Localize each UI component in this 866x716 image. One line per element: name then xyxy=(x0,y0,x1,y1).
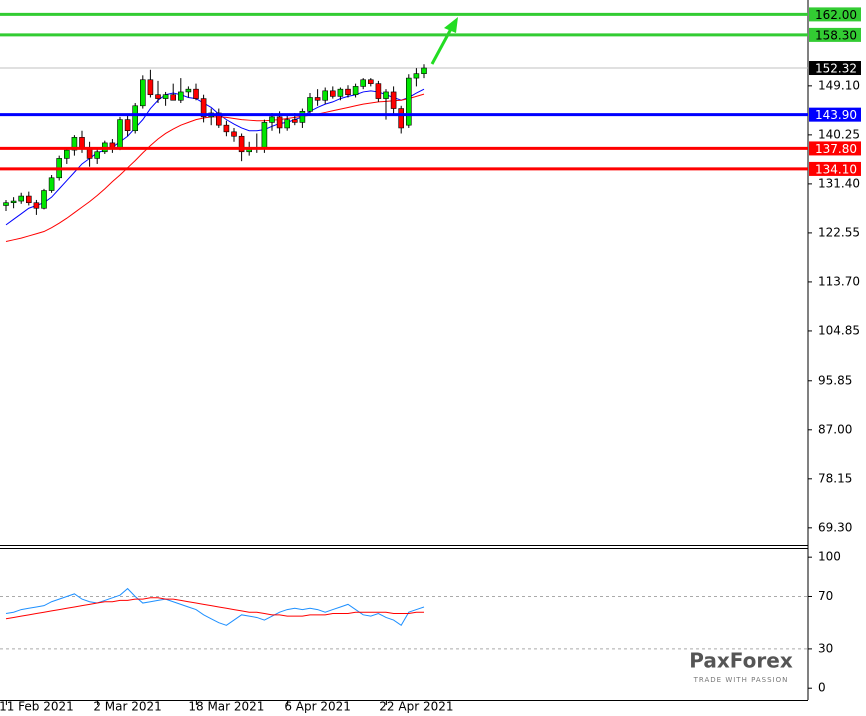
level-label: 162.00 xyxy=(815,8,857,22)
candle-body xyxy=(261,122,268,149)
oscillator-line xyxy=(5,597,424,620)
y-tick-label: 122.55 xyxy=(818,225,860,239)
candle-body xyxy=(94,151,100,159)
oscillator-line xyxy=(5,587,425,627)
candle-body xyxy=(185,88,192,93)
x-tick-label: 22 Apr 2021 xyxy=(379,700,453,714)
x-tick-label: 6 Apr 2021 xyxy=(284,700,351,714)
candle-body xyxy=(48,177,55,191)
y-tick-label: 0 xyxy=(818,681,826,695)
candle-body xyxy=(3,202,9,206)
level-label: 143.90 xyxy=(815,108,857,122)
candle-body xyxy=(18,195,25,202)
candle-body xyxy=(329,90,336,97)
candle-body xyxy=(307,97,313,112)
candle-body xyxy=(223,124,230,133)
candle-body xyxy=(41,190,47,209)
candle-body xyxy=(162,94,169,99)
y-tick-label: 140.25 xyxy=(818,127,860,141)
candle-body xyxy=(25,195,32,204)
level-label-bg xyxy=(809,141,861,156)
candle-body xyxy=(390,91,397,109)
y-tick-label: 30 xyxy=(818,641,833,655)
y-tick-label: 149.10 xyxy=(818,78,860,92)
x-tick-label: 18 Mar 2021 xyxy=(188,700,264,714)
x-tick-label: 2 Mar 2021 xyxy=(93,700,161,714)
candle-body xyxy=(276,116,283,129)
candle-body xyxy=(269,116,275,123)
y-tick-label: 104.85 xyxy=(818,323,860,337)
candle-body xyxy=(147,79,154,96)
y-tick-label: 87.00 xyxy=(818,422,852,436)
candle-body xyxy=(193,88,199,99)
candle-body xyxy=(375,83,382,99)
candle-body xyxy=(170,94,176,101)
candle-body xyxy=(155,94,161,99)
candle-body xyxy=(10,200,17,204)
y-tick-label: 131.40 xyxy=(818,176,860,190)
candle-body xyxy=(337,88,344,97)
candle-body xyxy=(291,119,298,123)
candle-body xyxy=(345,88,351,96)
level-label-bg xyxy=(809,161,861,176)
candle-body xyxy=(299,111,306,123)
candle-body xyxy=(405,77,412,126)
candle-body xyxy=(352,86,359,96)
candle-body xyxy=(238,135,245,153)
x-tick-label: 11 Feb 2021 xyxy=(0,700,74,714)
candle-body xyxy=(367,79,374,84)
candle-body xyxy=(231,131,237,137)
y-tick-label: 69.30 xyxy=(818,520,852,534)
candle-body xyxy=(216,112,222,126)
candle-body xyxy=(421,67,427,74)
tagline: TRADE WITH PASSION xyxy=(693,676,789,684)
candle-body xyxy=(200,98,207,118)
logo: PaxForex xyxy=(689,649,793,673)
candle-body xyxy=(64,149,70,159)
y-tick-label: 113.70 xyxy=(818,274,860,288)
y-tick-label: 78.15 xyxy=(818,471,852,485)
trend-arrow xyxy=(430,17,458,65)
candle-body xyxy=(322,90,329,101)
level-label: 137.80 xyxy=(815,142,857,156)
candle-body xyxy=(314,97,321,101)
candle-body xyxy=(383,91,389,99)
moving-average xyxy=(5,93,425,242)
candle-body xyxy=(178,91,184,101)
level-label-bg xyxy=(809,107,861,122)
y-tick-label: 70 xyxy=(818,589,833,603)
level-label-bg xyxy=(809,7,861,22)
y-tick-label: 95.85 xyxy=(818,373,852,387)
level-label: 158.30 xyxy=(815,28,857,42)
candle-body xyxy=(124,119,131,132)
candle-body xyxy=(71,137,78,151)
candle-body xyxy=(284,119,291,129)
candle-body xyxy=(132,105,138,132)
candle-body xyxy=(79,137,85,149)
candle-body xyxy=(33,202,40,209)
y-tick-label: 100 xyxy=(818,550,841,564)
candle-body xyxy=(398,108,405,129)
level-label: 134.10 xyxy=(815,162,857,176)
current-price-label: 152.32 xyxy=(815,62,857,76)
level-label-bg xyxy=(809,27,861,42)
candle-body xyxy=(117,119,123,149)
candle-body xyxy=(413,73,420,79)
candle-body xyxy=(140,79,146,107)
candle-body xyxy=(360,79,367,87)
current-price-label-bg xyxy=(809,61,861,76)
